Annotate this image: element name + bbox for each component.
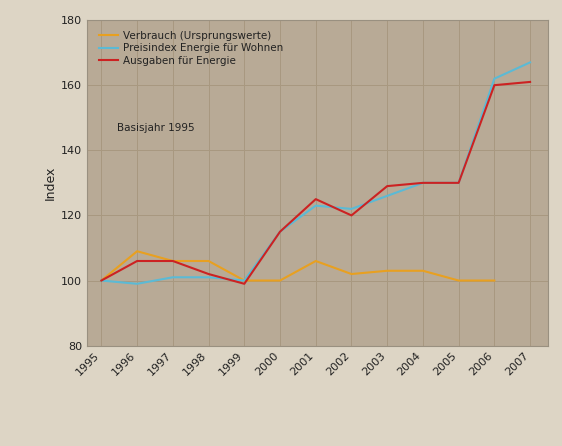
Legend: Verbrauch (Ursprungswerte), Preisindex Energie für Wohnen, Ausgaben für Energie: Verbrauch (Ursprungswerte), Preisindex E… — [97, 29, 285, 68]
Y-axis label: Index: Index — [44, 165, 57, 200]
Text: Basisjahr 1995: Basisjahr 1995 — [117, 123, 194, 132]
